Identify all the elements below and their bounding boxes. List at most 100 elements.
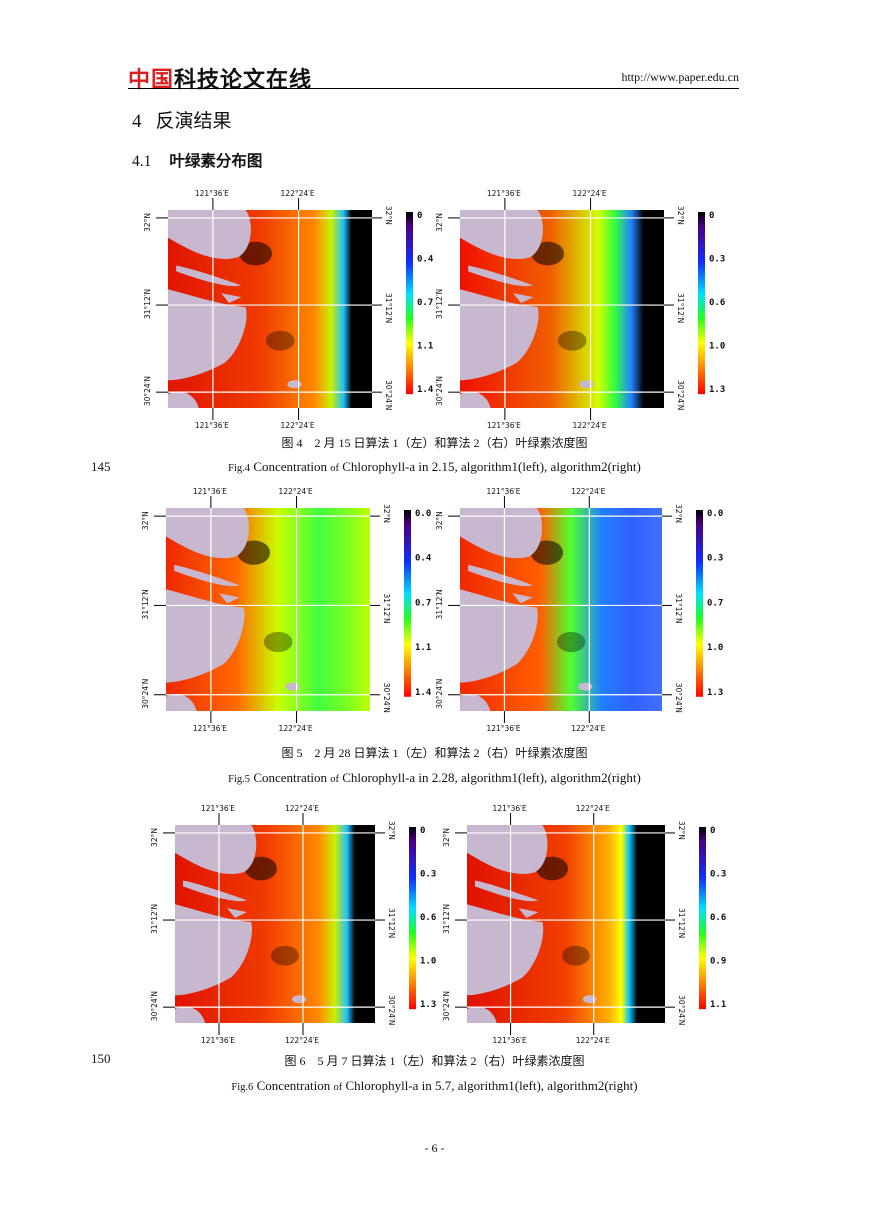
lon-label-bottom: 121°36′E (486, 724, 520, 733)
lat-label-right: 30°24′N (384, 380, 393, 410)
lat-label-left: 30°24′N (435, 679, 444, 709)
colorbar-tick-label: 1.4 (415, 688, 432, 698)
island (292, 995, 306, 1004)
low-data-patch (536, 856, 568, 881)
lat-label-left: 31°12′N (150, 904, 159, 934)
island (468, 564, 533, 587)
lat-label-right: 30°24′N (677, 995, 686, 1025)
colorbar-tick-label: 1.1 (417, 342, 433, 352)
colorbar-tick-label: 0.7 (417, 298, 433, 308)
lat-label-right: 32°N (674, 504, 683, 523)
lat-label-left: 30°24′N (150, 991, 159, 1021)
low-data-patch (237, 540, 271, 565)
island (518, 908, 539, 919)
lon-label-top: 121°36′E (487, 189, 521, 198)
colorbar-tick-label: 0.9 (710, 957, 726, 967)
section-title: 反演结果 (155, 110, 232, 132)
colorbar-tick-label: 0.3 (710, 870, 726, 880)
fig4-right-map: 121°36′E 121°36′E 122°24′E 122°24′E 32°N 32°N… (435, 189, 725, 430)
colorbar-tick-label: 0.0 (415, 509, 431, 519)
lat-label-left: 32°N (435, 511, 444, 530)
lon-label-top: 122°24′E (285, 804, 319, 813)
colorbar-tick-label: 1.4 (417, 385, 434, 395)
lat-label-left: 31°12′N (435, 589, 444, 619)
logo-black-text: 科技论文在线 (174, 68, 313, 93)
lon-label-top: 121°36′E (486, 487, 520, 496)
header-url[interactable]: http://www.paper.edu.cn (621, 70, 739, 84)
fig5-caption-en: Fig.5 Concentration of Chlorophyll-a in … (228, 770, 641, 785)
island (582, 995, 597, 1004)
island (221, 293, 242, 304)
colorbar-tick-label: 1.1 (415, 643, 431, 653)
land-bottom (460, 694, 491, 711)
colorbar (699, 827, 706, 1010)
lat-label-left: 31°12′N (141, 589, 150, 619)
colorbar-tick-label: 0 (417, 211, 422, 221)
colorbar-tick-label: 1.1 (710, 1000, 726, 1010)
island (285, 682, 300, 691)
lon-label-bottom: 121°36′E (487, 421, 521, 430)
colorbar-tick-label: 0.7 (707, 598, 723, 608)
lon-label-top: 121°36′E (201, 804, 235, 813)
colorbar-tick-label: 1.0 (709, 342, 725, 352)
fig5-left-map: 121°36′E 121°36′E 122°24′E 122°24′E 32°N 32°N… (141, 487, 432, 733)
lat-label-right: 31°12′N (677, 908, 686, 938)
colorbar (406, 212, 413, 395)
land-south (460, 589, 538, 683)
island (513, 293, 534, 304)
lat-label-left: 32°N (442, 828, 451, 847)
island (174, 564, 240, 587)
lon-label-top: 122°24′E (279, 487, 313, 496)
colorbar-tick-label: 0.4 (415, 554, 432, 564)
low-data-patch (557, 330, 587, 351)
lat-label-left: 31°12′N (143, 289, 152, 319)
lat-label-right: 32°N (677, 821, 686, 840)
fig6-right-map: 121°36′E 121°36′E 122°24′E 122°24′E 32°N 32°N… (442, 804, 726, 1045)
colorbar-tick-label: 0.3 (420, 870, 436, 880)
lon-label-bottom: 121°36′E (201, 1036, 235, 1045)
lat-label-left: 31°12′N (442, 904, 451, 934)
low-data-patch (531, 241, 565, 266)
low-data-patch (265, 330, 295, 351)
lat-label-left: 30°24′N (141, 679, 150, 709)
land-bottom (166, 694, 197, 711)
land-north (168, 210, 251, 259)
land-south (166, 589, 245, 683)
island (227, 908, 247, 919)
colorbar-tick-label: 0.6 (709, 298, 725, 308)
lon-label-top: 121°36′E (193, 487, 227, 496)
lat-label-right: 32°N (382, 504, 391, 523)
fig5-caption-cn: 图 5 2 月 28 日算法 1（左）和算法 2（右）叶绿素浓度图 (281, 746, 588, 760)
low-data-patch (239, 241, 273, 266)
land-bottom (175, 1006, 205, 1023)
lat-label-right: 31°12′N (384, 293, 393, 323)
colorbar (696, 510, 703, 697)
lat-label-right: 30°24′N (674, 683, 683, 713)
lon-label-bottom: 122°24′E (281, 421, 315, 430)
site-logo: 中国科技论文在线 (128, 62, 312, 94)
fig4-left-map: 121°36′E 121°36′E 122°24′E 122°24′E 32°N 32°N… (143, 189, 434, 430)
land-north (166, 508, 249, 559)
fig5-right-map: 121°36′E 121°36′E 122°24′E 122°24′E 32°N 32°N… (435, 487, 723, 733)
low-data-patch (562, 945, 590, 966)
lat-label-left: 30°24′N (143, 376, 152, 406)
lat-label-left: 32°N (143, 213, 152, 232)
fig4-caption-cn: 图 4 2 月 15 日算法 1（左）和算法 2（右）叶绿素浓度图 (281, 436, 588, 450)
lat-label-right: 31°12′N (382, 593, 391, 623)
lon-label-bottom: 122°24′E (576, 1036, 610, 1045)
island (219, 593, 240, 604)
colorbar-tick-label: 0.6 (420, 913, 436, 923)
lon-label-bottom: 122°24′E (285, 1036, 319, 1045)
lon-label-top: 121°36′E (195, 189, 229, 198)
fig4-caption-en: Fig.4 Concentration of Chlorophyll-a in … (228, 459, 641, 474)
colorbar-tick-label: 0 (420, 826, 425, 836)
subsection-title: 叶绿素分布图 (169, 152, 263, 170)
land-bottom (460, 391, 491, 408)
land-south (168, 289, 247, 381)
lat-label-right: 30°24′N (382, 683, 391, 713)
colorbar-tick-label: 0.3 (709, 255, 725, 265)
lon-label-top: 121°36′E (493, 804, 527, 813)
land-south (460, 289, 539, 381)
lat-label-right: 30°24′N (387, 995, 396, 1025)
colorbar-tick-label: 1.0 (420, 957, 436, 967)
